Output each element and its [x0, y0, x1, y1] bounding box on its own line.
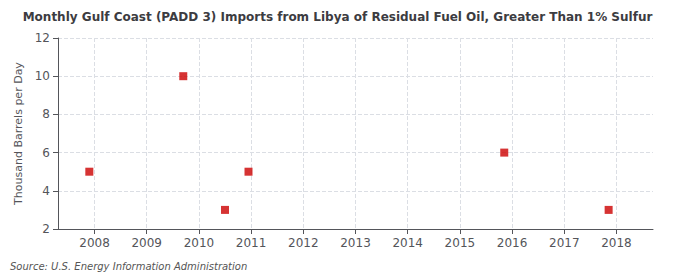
svg-text:2011: 2011 — [236, 236, 267, 250]
svg-text:2010: 2010 — [184, 236, 215, 250]
svg-text:2017: 2017 — [549, 236, 580, 250]
svg-text:Source: U.S. Energy Informatio: Source: U.S. Energy Information Administ… — [10, 261, 247, 272]
svg-text:8: 8 — [42, 107, 50, 121]
svg-text:2016: 2016 — [497, 236, 528, 250]
svg-text:2012: 2012 — [288, 236, 319, 250]
svg-text:2013: 2013 — [340, 236, 371, 250]
svg-text:2015: 2015 — [445, 236, 476, 250]
svg-text:6: 6 — [42, 146, 50, 160]
svg-text:Monthly Gulf Coast (PADD 3) Im: Monthly Gulf Coast (PADD 3) Imports from… — [23, 10, 653, 24]
svg-text:Thousand Barrels per Day: Thousand Barrels per Day — [12, 62, 25, 206]
svg-text:2: 2 — [42, 222, 50, 236]
svg-text:4: 4 — [42, 184, 50, 198]
svg-text:12: 12 — [35, 31, 50, 45]
svg-text:2009: 2009 — [131, 236, 162, 250]
svg-text:2014: 2014 — [392, 236, 423, 250]
svg-text:10: 10 — [35, 69, 50, 83]
svg-text:2008: 2008 — [79, 236, 110, 250]
svg-text:2018: 2018 — [601, 236, 632, 250]
